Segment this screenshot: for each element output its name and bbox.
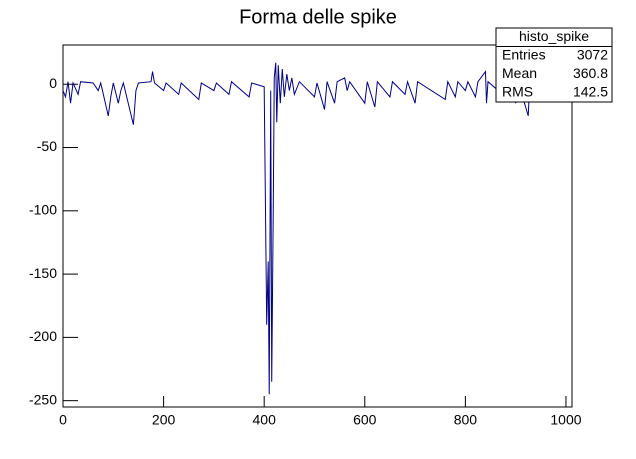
x-tick-label: 400 xyxy=(253,412,277,428)
x-tick-label: 0 xyxy=(59,412,67,428)
stats-label: Mean xyxy=(502,65,537,81)
stats-value: 142.5 xyxy=(573,83,608,99)
y-tick-label: -100 xyxy=(29,202,57,218)
stats-box xyxy=(495,27,613,103)
y-tick-label: -150 xyxy=(29,265,57,281)
y-tick-label: -50 xyxy=(37,138,57,154)
stats-value: 3072 xyxy=(577,46,608,62)
x-tick-label: 200 xyxy=(152,412,176,428)
stats-title: histo_spike xyxy=(519,28,589,44)
chart-title: Forma delle spike xyxy=(239,6,397,28)
x-tick-label: 1000 xyxy=(550,412,581,428)
stats-value: 360.8 xyxy=(573,65,608,81)
data-line xyxy=(62,62,572,395)
plot-frame xyxy=(62,44,573,408)
y-tick-label: 0 xyxy=(49,75,57,91)
stats-label: Entries xyxy=(502,46,546,62)
y-tick-label: -250 xyxy=(29,391,57,407)
y-tick-label: -200 xyxy=(29,328,57,344)
x-tick-label: 600 xyxy=(353,412,377,428)
stats-label: RMS xyxy=(502,83,533,99)
x-tick-label: 800 xyxy=(454,412,478,428)
